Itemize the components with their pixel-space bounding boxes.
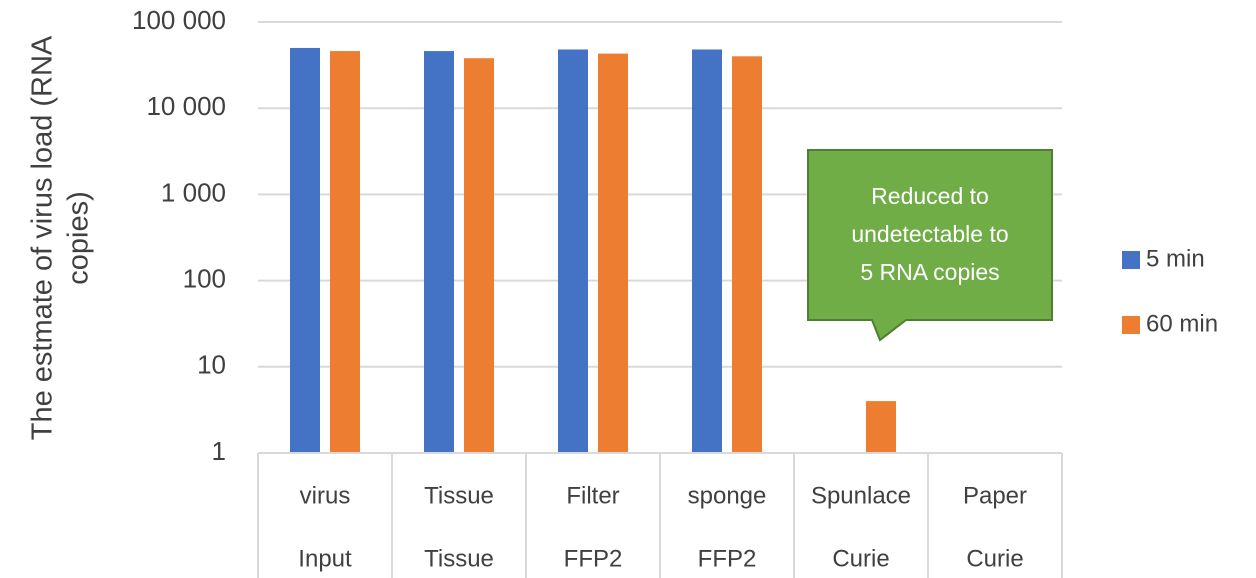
- bar: [464, 58, 494, 453]
- legend-swatch: [1122, 251, 1140, 269]
- y-axis-title-line: copies): [63, 191, 95, 285]
- x-tick-label: FFP2: [698, 545, 757, 572]
- callout: [807, 149, 1053, 342]
- x-tick-label: Paper: [963, 482, 1027, 509]
- x-tick-label: sponge: [688, 482, 767, 509]
- x-tick-label: Filter: [566, 482, 619, 509]
- bar: [330, 51, 360, 453]
- x-tick-label: Curie: [832, 545, 889, 572]
- annotation-text: 5 RNA copies: [860, 259, 999, 285]
- y-axis-title-line: The estmate of virus load (RNA: [27, 35, 59, 440]
- legend-label: 5 min: [1146, 245, 1205, 272]
- x-tick-label: virus: [300, 482, 351, 509]
- bar: [732, 56, 762, 453]
- bar: [424, 51, 454, 453]
- y-tick-label: 1 000: [161, 177, 226, 207]
- y-tick-label: 100: [183, 263, 226, 293]
- x-tick-label: Curie: [966, 545, 1023, 572]
- bar: [290, 47, 320, 453]
- y-axis-title: The estmate of virus load (RNA copies): [27, 35, 95, 440]
- legend-swatch: [1122, 316, 1140, 334]
- bar: [598, 53, 628, 453]
- x-tick-label: Input: [298, 545, 352, 572]
- x-tick-label: Tissue: [424, 545, 494, 572]
- bar: [558, 49, 588, 454]
- bar: [692, 49, 722, 454]
- y-tick-label: 100 000: [132, 5, 226, 35]
- annotation-text: Reduced to: [871, 183, 989, 209]
- bar: [866, 401, 896, 453]
- x-tick-label: Spunlace: [811, 482, 911, 509]
- y-tick-label: 1: [212, 436, 226, 466]
- x-tick-label: Tissue: [424, 482, 494, 509]
- y-tick-label: 10: [197, 350, 226, 380]
- y-tick-label: 10 000: [146, 91, 226, 121]
- legend-label: 60 min: [1146, 310, 1218, 337]
- annotation-text: undetectable to: [851, 221, 1008, 247]
- x-tick-label: FFP2: [564, 545, 623, 572]
